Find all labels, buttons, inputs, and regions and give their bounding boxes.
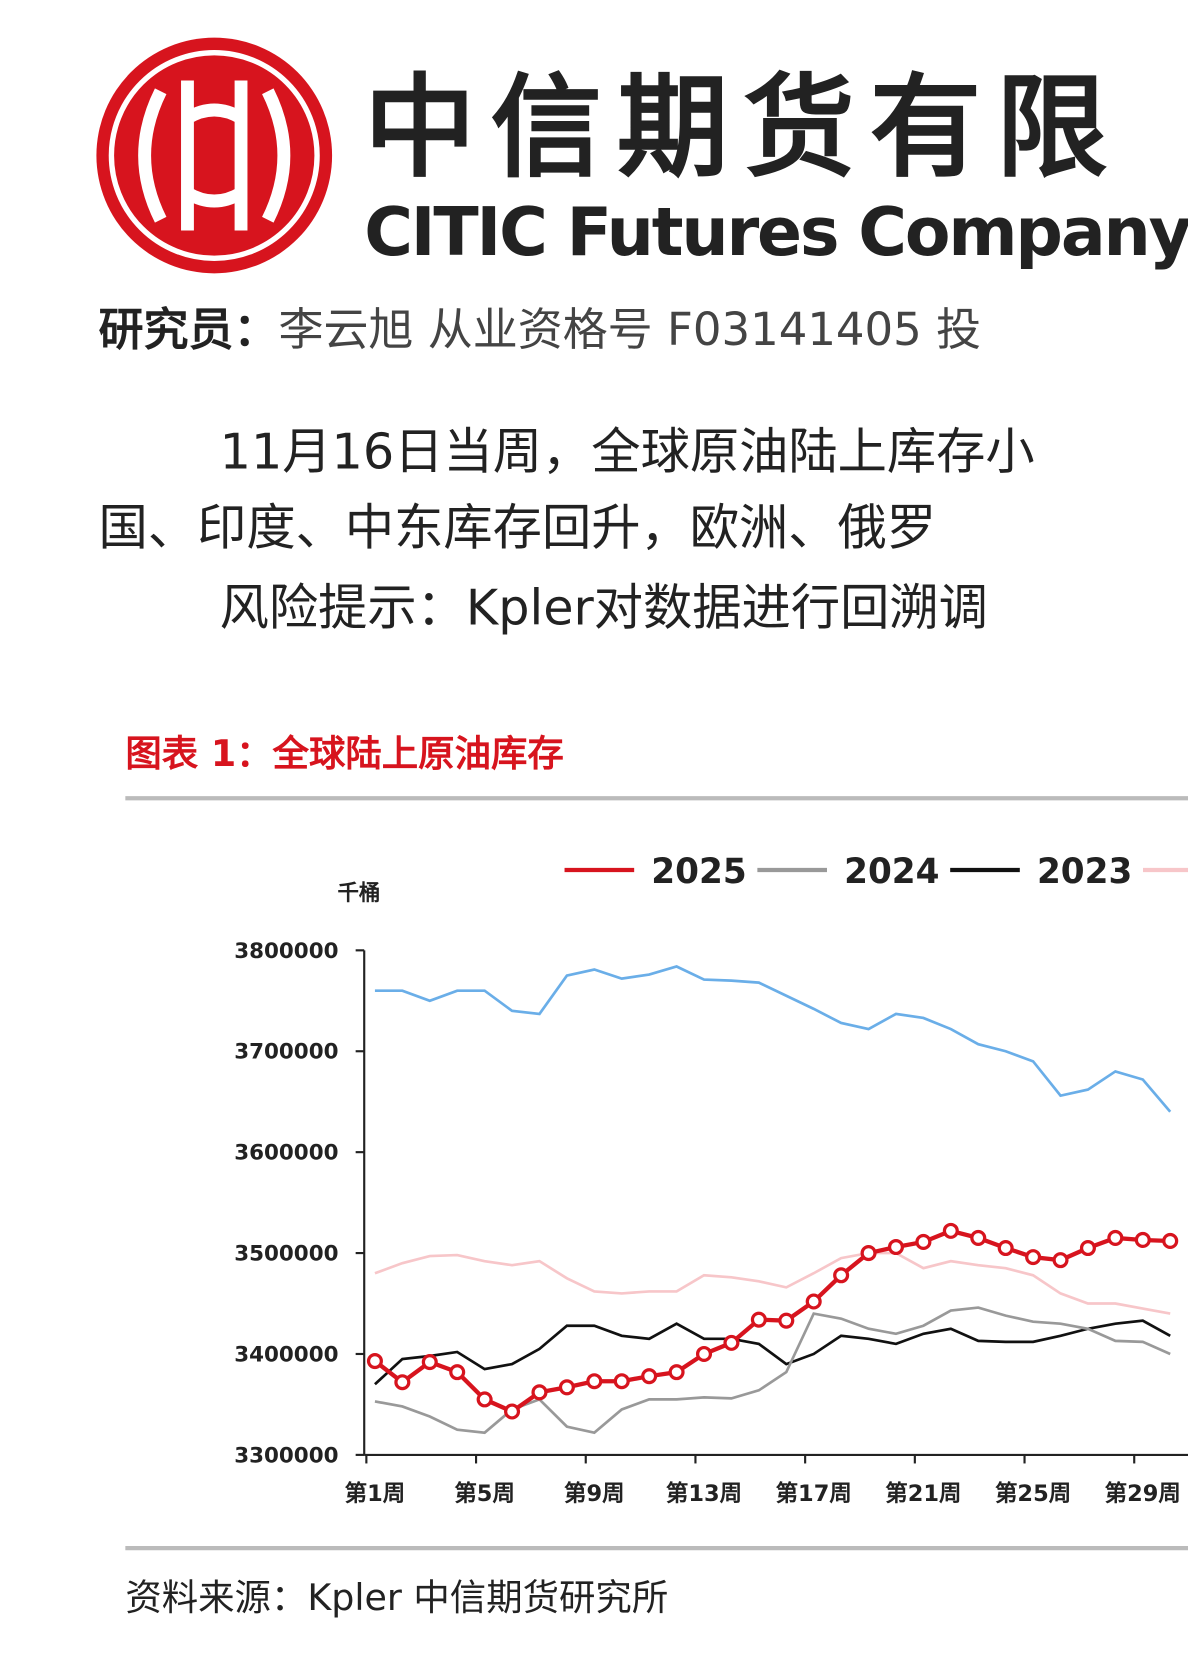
byline-label: 研究员： [99,303,279,356]
series-marker [695,1345,713,1363]
legend-label: 2024 [844,852,939,892]
x-tick-label: 第13周 [666,1480,742,1507]
x-tick-label: 第21周 [885,1480,961,1507]
series-marker [1134,1231,1151,1248]
logo-circle [96,37,333,274]
x-tick-label: 第29周 [1105,1480,1181,1507]
series-line [374,1251,1171,1315]
series-marker [887,1238,905,1256]
series-marker [750,1311,767,1328]
x-tick-label: 第1周 [345,1480,406,1507]
series-line [374,965,1172,1113]
x-tick-label: 第17周 [776,1480,852,1507]
series-marker [558,1379,575,1396]
series-marker [531,1384,548,1401]
series-marker [641,1368,658,1385]
series-line [374,1319,1171,1386]
series-marker [586,1373,603,1390]
series-marker [1025,1249,1042,1266]
y-tick-label: 3500000 [234,1242,338,1267]
byline: 研究员：李云旭 从业资格号 F03141405 投 [99,303,982,356]
y-tick-label: 3300000 [234,1443,338,1468]
byline-text: 李云旭 从业资格号 F03141405 投 [278,303,981,356]
series-marker [449,1364,466,1381]
x-tick-label: 第25周 [995,1480,1071,1507]
x-tick-label: 第9周 [564,1480,625,1507]
legend-label: 2023 [1037,852,1132,892]
series-marker [833,1267,850,1284]
series-marker [805,1293,822,1310]
series-marker [668,1364,685,1381]
series-marker [860,1245,877,1262]
series-marker [915,1233,932,1251]
company-name-en: CITIC Futures Company L [364,193,1188,271]
figure-title: 图表 1：全球陆上原油库存 [125,732,563,775]
series-marker [504,1403,521,1420]
paragraph-line: 11月16日当周，全球原油陆上库存小 [220,422,1035,480]
series-marker [613,1373,630,1390]
logo [96,37,333,274]
paragraph-line: 风险提示：Kpler对数据进行回溯调 [220,579,988,637]
y-axis-label: 千桶 [337,881,380,906]
series-marker [476,1391,493,1408]
y-tick-label: 3400000 [234,1342,338,1367]
series-marker [421,1354,438,1371]
y-tick-label: 3700000 [234,1040,338,1065]
series-marker [1162,1232,1179,1249]
legend-label: 2025 [651,852,746,892]
chart: 3300000 3400000 3500000 3600000 3700000 38000… [234,852,1188,1507]
y-tick-label: 3800000 [234,939,338,964]
series-marker [366,1353,383,1370]
series-marker [778,1312,795,1329]
y-tick-label: 3600000 [234,1141,338,1166]
paragraph-line: 国、印度、中东库存回升，欧洲、俄罗 [99,498,937,556]
series-marker [1052,1252,1069,1269]
company-name-cn: 中信期货有限 [364,62,1122,193]
series-marker [942,1222,959,1239]
series-marker [1079,1239,1096,1257]
series-marker [1107,1229,1124,1246]
x-tick-label: 第5周 [454,1480,515,1507]
logo-ring [108,49,320,261]
series-marker [723,1334,740,1351]
logo-mark [138,80,291,231]
figure-source: 资料来源：Kpler 中信期货研究所 [125,1576,668,1619]
series-marker [970,1229,987,1246]
series-marker [394,1374,411,1391]
series-marker [997,1239,1014,1257]
